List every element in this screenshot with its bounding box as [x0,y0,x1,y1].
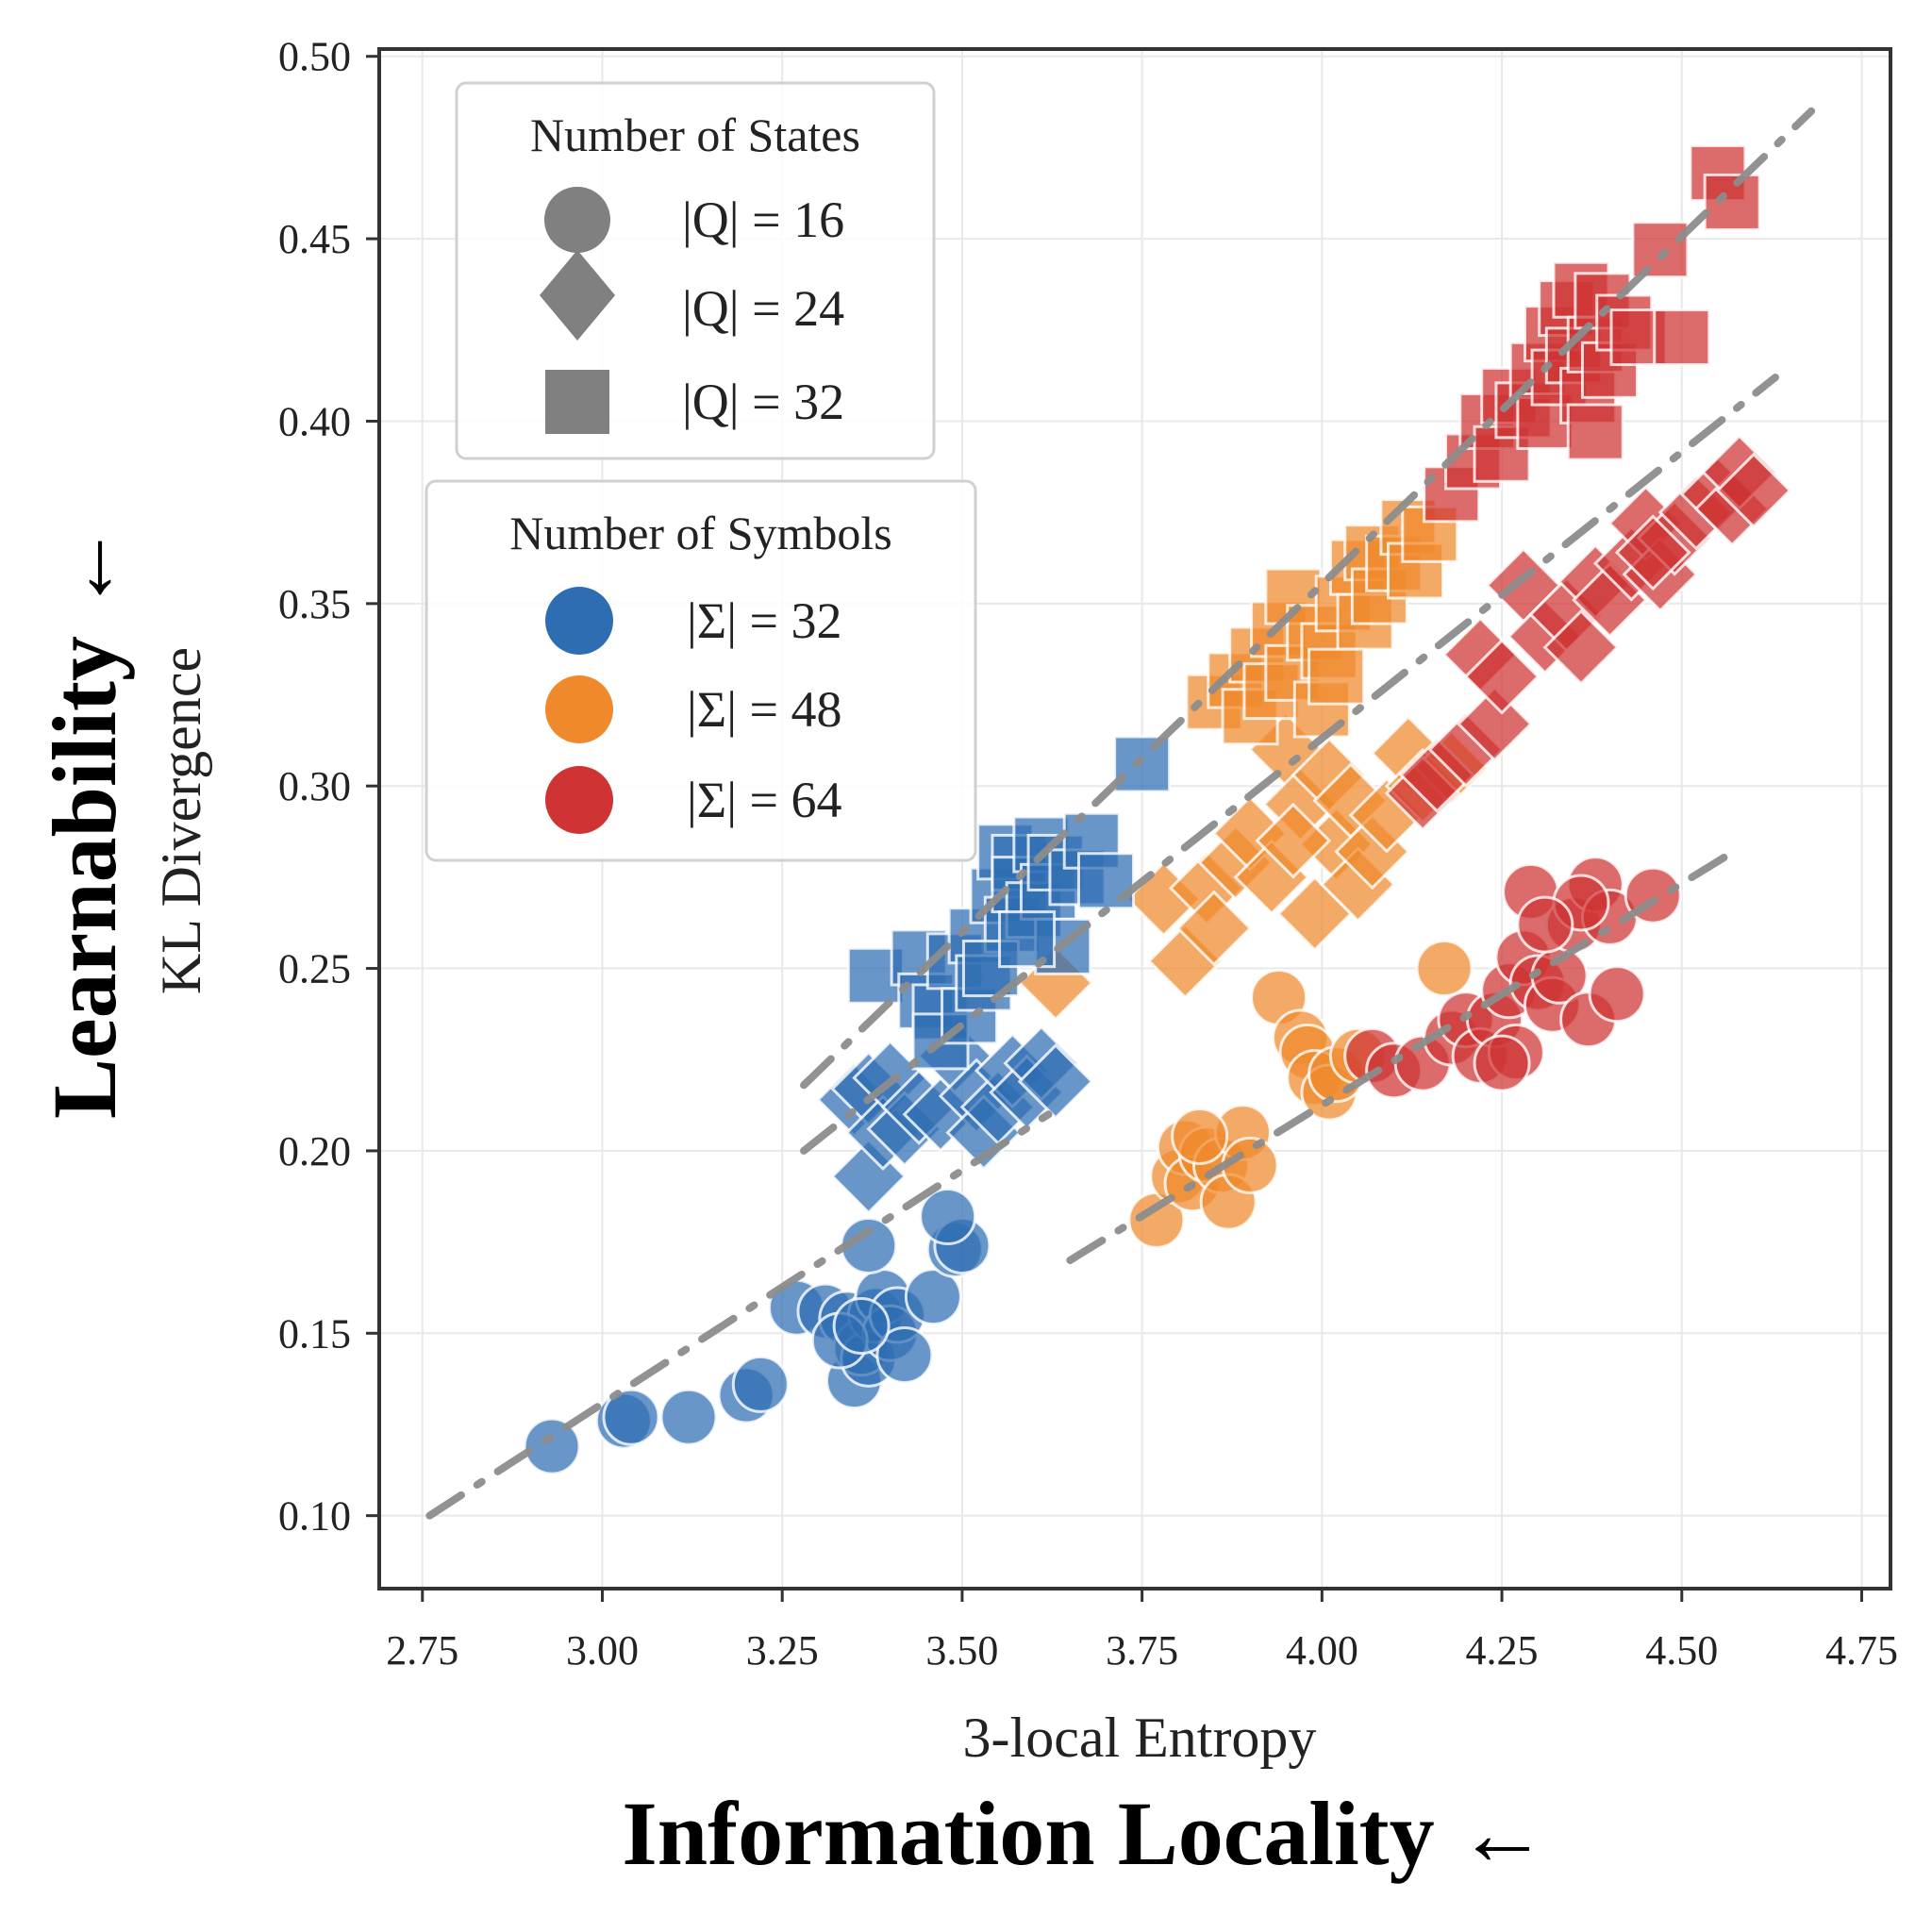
y-tick-label: 0.40 [278,398,351,444]
y-tick-label: 0.30 [278,763,351,809]
legend-states-title: Number of States [530,108,860,161]
legend-symbols-label-32: |Σ| = 32 [687,592,842,649]
trend-lines [425,107,1816,1520]
trend-line [800,107,1816,1090]
x-tick-label: 4.00 [1286,1627,1358,1674]
sigma-48-swatch-icon [545,675,613,743]
legend-states-label-24: |Q| = 24 [682,280,844,337]
x-axis-label: 3-local Entropy [963,1707,1317,1769]
y-tick-label: 0.15 [278,1310,351,1357]
legend-states-box [455,81,936,460]
axis-ticks: 2.75 3.00 3.25 3.50 3.75 4.00 4.25 4.50 4.75 0.10… [278,34,1898,1674]
y-tick-label: 0.10 [278,1493,351,1540]
point-circle [1516,895,1574,954]
x-tick-label: 3.00 [566,1627,639,1674]
point-diamond [1017,1043,1094,1120]
point-diamond [1255,802,1332,879]
y-tick-label: 0.35 [278,581,351,627]
point-diamond [1175,890,1253,967]
x-tick-label: 3.50 [925,1627,998,1674]
diamond-marker-icon [540,250,615,341]
y-outer-label: Learnability ← [34,523,135,1119]
legend-number-of-symbols: Number of Symbols |Σ| = 32 |Σ| = 48 |Σ| … [425,479,977,862]
square-marker-icon [545,370,609,434]
y-tick-label: 0.20 [278,1128,351,1174]
y-axis-label: KL Divergence [150,647,212,994]
point-circle [1588,965,1646,1024]
point-square [1631,221,1690,279]
point-square [1307,647,1366,706]
point-circle [659,1388,718,1446]
legend-states-label-16: |Q| = 16 [682,192,844,248]
legend-symbols-title: Number of Symbols [509,507,892,559]
x-tick-label: 2.75 [386,1627,458,1674]
x-outer-label: Information Locality ← [622,1783,1547,1884]
point-diamond [1542,608,1620,686]
legend-states-label-32: |Q| = 32 [682,374,844,430]
point-circle [731,1355,790,1413]
x-tick-label: 4.50 [1645,1627,1718,1674]
sigma-64-swatch-icon [545,766,613,834]
sigma-32-swatch-icon [545,587,613,655]
data-points [523,143,1792,1475]
point-circle [1171,1107,1229,1165]
point-square [1653,308,1711,367]
point-circle [832,1297,891,1356]
y-tick-label: 0.50 [278,34,351,80]
circle-marker-icon [544,187,610,253]
x-tick-label: 4.25 [1466,1627,1539,1674]
point-diamond [1463,638,1541,715]
point-circle [1473,1034,1531,1092]
plot-frame [377,47,1892,1591]
legend-symbols-label-64: |Σ| = 64 [687,772,842,828]
point-square [1703,173,1761,231]
x-tick-label: 4.75 [1825,1627,1898,1674]
legend-number-of-states: Number of States |Q| = 16 |Q| = 24 |Q| =… [455,81,936,460]
point-circle [904,1268,962,1326]
trend-line [1066,843,1743,1264]
y-tick-label: 0.25 [278,946,351,992]
legend-symbols-box [425,479,977,862]
legend-symbols-label-48: |Σ| = 48 [687,681,842,738]
trend-line [800,374,1779,1155]
x-tick-label: 3.25 [746,1627,819,1674]
y-tick-label: 0.45 [278,216,351,262]
point-square [1566,403,1624,461]
point-square [1113,735,1172,793]
point-circle [602,1388,660,1446]
point-diamond [1614,514,1691,591]
point-diamond [1457,686,1533,762]
point-diamond [1715,452,1792,529]
x-tick-label: 3.75 [1106,1627,1178,1674]
point-circle [919,1188,977,1246]
point-circle [875,1325,934,1384]
point-circle [1415,940,1474,998]
point-circle [523,1417,581,1475]
point-square [1076,852,1135,910]
